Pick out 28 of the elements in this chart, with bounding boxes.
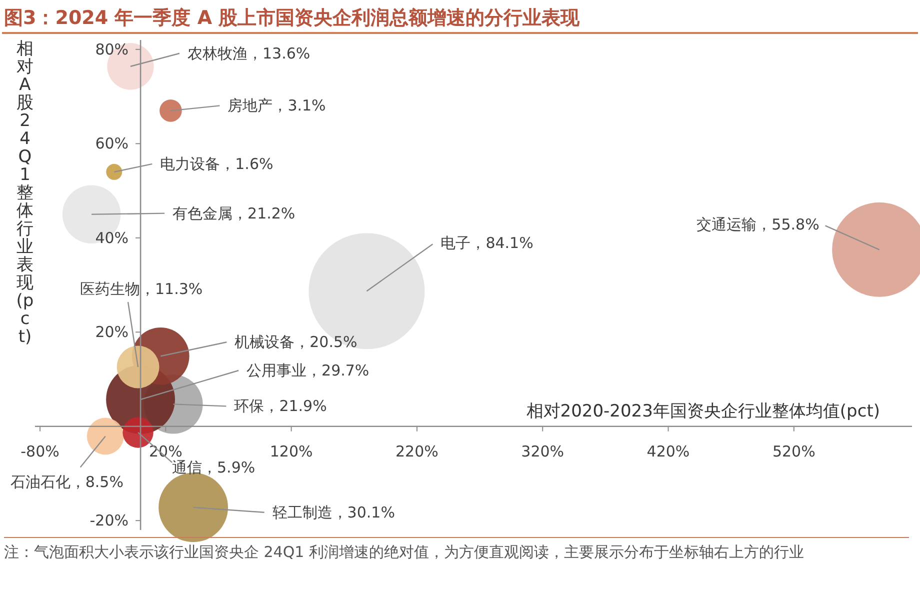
- x-tick-label: 320%: [521, 442, 564, 460]
- x-tick-label: 220%: [396, 442, 438, 460]
- annotation: 电子，84.1%: [440, 234, 534, 252]
- y-tick-label: -20%: [90, 512, 129, 530]
- y-tick-label: 60%: [95, 134, 129, 153]
- annotation: 环保，21.9%: [234, 397, 327, 416]
- x-tick-label: 120%: [270, 442, 313, 460]
- annotation: 农林牧渔，13.6%: [187, 44, 310, 62]
- annotation: 机械设备，20.5%: [234, 333, 358, 352]
- y-tick-label: 40%: [95, 228, 129, 247]
- x-tick-label: 420%: [646, 442, 690, 460]
- annotation: 医药生物，11.3%: [80, 280, 203, 298]
- y-tick-label: 20%: [95, 323, 129, 342]
- annotation: 轻工制造，30.1%: [272, 503, 395, 522]
- x-tick-label: -80%: [20, 442, 60, 460]
- text: 相对A股24Q1整体行业表现(pct): [16, 39, 34, 347]
- annotation: 公用事业，29.7%: [246, 361, 370, 380]
- annotation: 交通运输，55.8%: [696, 216, 820, 234]
- text: 注：气泡面积大小表示该行业国资央企 24Q1 利润增速的绝对值，为方便直观阅读，主要展示分布于坐标轴右上方的行业: [4, 537, 909, 564]
- annotation: 房地产，3.1%: [228, 96, 326, 115]
- x-axis-title: 相对2020-2023年国资央企行业整体均值(pct): [526, 401, 880, 422]
- annotation: 石油石化，8.5%: [10, 473, 124, 492]
- annotation: 电力设备，1.6%: [160, 154, 274, 173]
- chart-title: 图3：2024 年一季度 A 股上市国资央企利润总额增速的分行业表现: [4, 7, 581, 29]
- y-tick-label: 80%: [95, 40, 129, 58]
- x-tick-label: 520%: [772, 442, 816, 460]
- annotation: 有色金属，21.2%: [172, 204, 296, 222]
- annotation: 通信，5.9%: [172, 458, 256, 476]
